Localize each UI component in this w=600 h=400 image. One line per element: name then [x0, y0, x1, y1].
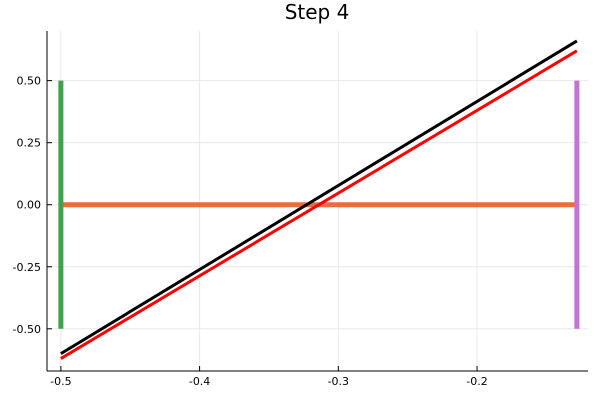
y-tick-label: 0.50 — [17, 75, 42, 88]
x-tick-label: -0.3 — [328, 375, 349, 388]
y-ticks: -0.50 -0.25 0.00 0.25 0.50 — [13, 75, 52, 336]
y-tick-label: 0.00 — [17, 199, 42, 212]
y-tick-label: -0.50 — [13, 323, 41, 336]
x-tick-label: -0.4 — [189, 375, 210, 388]
axes — [46, 31, 588, 372]
y-tick-label: -0.25 — [13, 261, 41, 274]
series-line-5 — [60, 39, 578, 355]
series-group — [58, 39, 580, 360]
x-ticks: -0.5 -0.4 -0.3 -0.2 — [50, 366, 488, 388]
x-tick-label: -0.2 — [466, 375, 487, 388]
y-tick-label: 0.25 — [17, 137, 42, 150]
series-line-4 — [60, 49, 578, 360]
chart-title: Step 4 — [285, 0, 350, 24]
x-tick-label: -0.5 — [50, 375, 71, 388]
